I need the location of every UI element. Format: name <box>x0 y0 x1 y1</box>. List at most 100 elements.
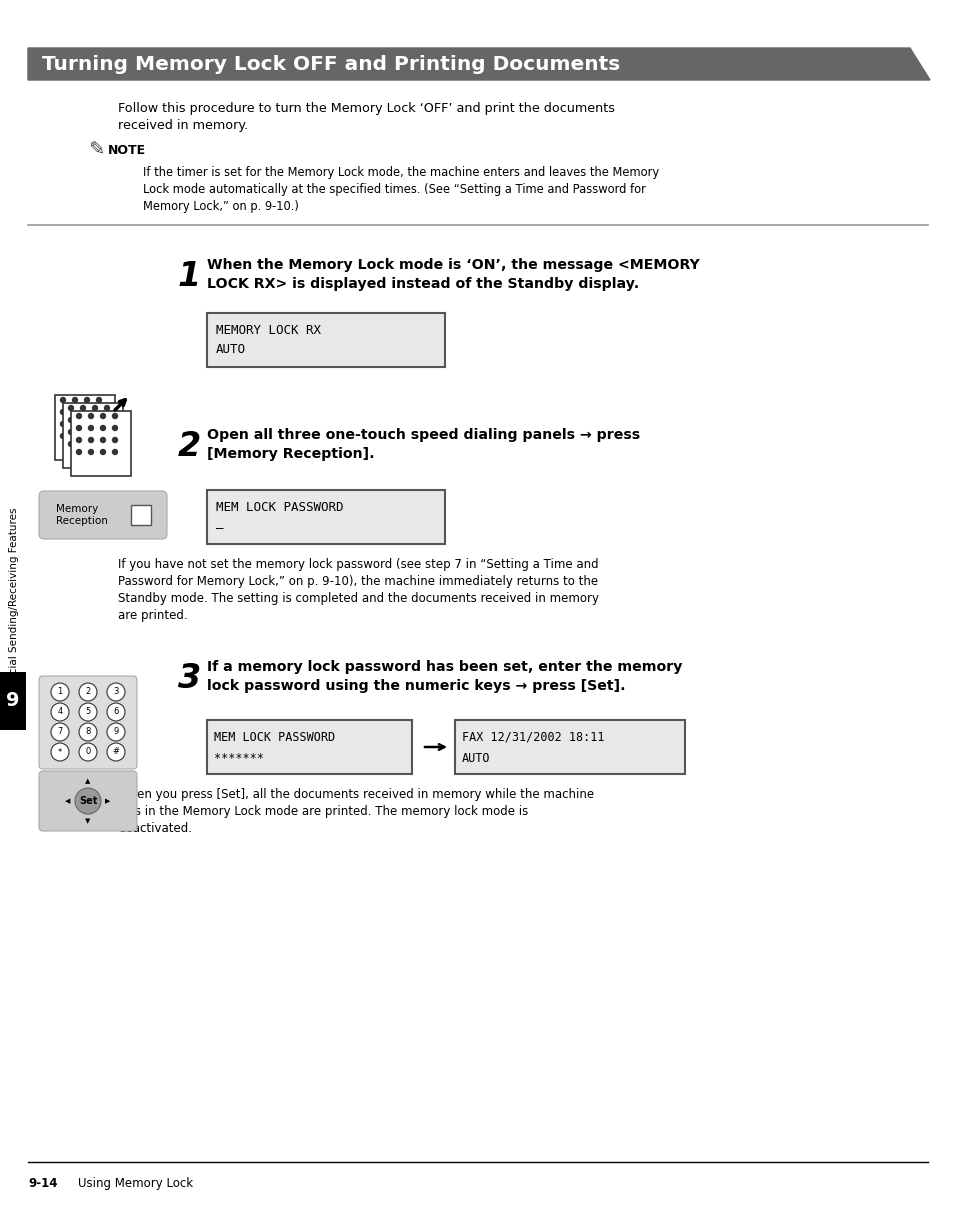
Circle shape <box>85 433 90 438</box>
Circle shape <box>112 413 117 418</box>
Text: MEMORY LOCK RX: MEMORY LOCK RX <box>215 324 320 337</box>
Circle shape <box>85 398 90 402</box>
FancyBboxPatch shape <box>71 411 131 476</box>
Text: NOTE: NOTE <box>108 144 146 157</box>
Text: Using Memory Lock: Using Memory Lock <box>78 1177 193 1190</box>
Text: AUTO: AUTO <box>215 344 246 356</box>
Text: MEM LOCK PASSWORD: MEM LOCK PASSWORD <box>215 501 343 514</box>
Circle shape <box>60 433 66 438</box>
FancyBboxPatch shape <box>455 720 684 774</box>
Text: 9-14: 9-14 <box>28 1177 57 1190</box>
Text: Turning Memory Lock OFF and Printing Documents: Turning Memory Lock OFF and Printing Doc… <box>42 54 619 74</box>
Circle shape <box>112 426 117 431</box>
Text: ▶: ▶ <box>105 798 111 804</box>
Circle shape <box>100 426 106 431</box>
Circle shape <box>96 433 101 438</box>
Text: Special Sending/Receiving Features: Special Sending/Receiving Features <box>9 507 19 693</box>
Text: 1: 1 <box>57 687 63 697</box>
FancyBboxPatch shape <box>55 395 115 460</box>
Text: MEM LOCK PASSWORD: MEM LOCK PASSWORD <box>213 731 335 744</box>
Polygon shape <box>28 48 929 80</box>
Text: 9: 9 <box>7 692 20 710</box>
Circle shape <box>100 413 106 418</box>
Text: 2: 2 <box>85 687 91 697</box>
Circle shape <box>89 426 93 431</box>
Circle shape <box>107 683 125 701</box>
FancyBboxPatch shape <box>131 506 151 525</box>
Text: 2: 2 <box>178 429 201 463</box>
Circle shape <box>69 442 73 447</box>
Text: 4: 4 <box>57 708 63 717</box>
FancyBboxPatch shape <box>207 720 412 774</box>
Bar <box>0 672 26 730</box>
Circle shape <box>75 788 101 814</box>
Circle shape <box>80 405 86 411</box>
Circle shape <box>51 723 69 741</box>
Circle shape <box>79 703 97 721</box>
Circle shape <box>76 413 81 418</box>
Circle shape <box>96 410 101 415</box>
Circle shape <box>76 426 81 431</box>
Circle shape <box>79 683 97 701</box>
Text: 5: 5 <box>85 708 91 717</box>
Circle shape <box>72 410 77 415</box>
Circle shape <box>96 398 101 402</box>
Circle shape <box>100 449 106 454</box>
Text: AUTO: AUTO <box>461 752 490 764</box>
Text: If a memory lock password has been set, enter the memory
lock password using the: If a memory lock password has been set, … <box>207 660 681 693</box>
Circle shape <box>92 417 97 422</box>
Text: 3: 3 <box>178 663 201 694</box>
Text: Open all three one-touch speed dialing panels → press
[Memory Reception].: Open all three one-touch speed dialing p… <box>207 428 639 461</box>
Circle shape <box>79 723 97 741</box>
Circle shape <box>51 744 69 761</box>
Text: 6: 6 <box>113 708 118 717</box>
Text: 7: 7 <box>57 728 63 736</box>
Text: 3: 3 <box>113 687 118 697</box>
Circle shape <box>112 449 117 454</box>
Circle shape <box>85 422 90 427</box>
Circle shape <box>72 422 77 427</box>
FancyBboxPatch shape <box>39 491 167 539</box>
Circle shape <box>92 429 97 434</box>
Circle shape <box>69 417 73 422</box>
Text: Memory
Reception: Memory Reception <box>56 504 108 526</box>
Circle shape <box>105 405 110 411</box>
FancyBboxPatch shape <box>207 313 444 367</box>
Circle shape <box>100 438 106 443</box>
FancyBboxPatch shape <box>63 402 123 467</box>
Circle shape <box>89 438 93 443</box>
Text: When you press [Set], all the documents received in memory while the machine
was: When you press [Set], all the documents … <box>118 788 594 836</box>
Circle shape <box>85 410 90 415</box>
Text: 0: 0 <box>85 747 91 757</box>
Text: –: – <box>215 521 223 535</box>
Text: If you have not set the memory lock password (see step 7 in “Setting a Time and
: If you have not set the memory lock pass… <box>118 558 598 622</box>
Circle shape <box>105 417 110 422</box>
Text: 9: 9 <box>113 728 118 736</box>
FancyBboxPatch shape <box>207 490 444 544</box>
Circle shape <box>107 723 125 741</box>
Circle shape <box>105 429 110 434</box>
Circle shape <box>80 442 86 447</box>
Circle shape <box>92 442 97 447</box>
Circle shape <box>89 449 93 454</box>
Text: 1: 1 <box>178 260 201 293</box>
Text: ◀: ◀ <box>65 798 71 804</box>
Circle shape <box>72 398 77 402</box>
Circle shape <box>76 438 81 443</box>
Text: ▲: ▲ <box>85 778 91 784</box>
Text: Follow this procedure to turn the Memory Lock ‘OFF’ and print the documents
rece: Follow this procedure to turn the Memory… <box>118 102 615 133</box>
Circle shape <box>72 433 77 438</box>
Circle shape <box>89 413 93 418</box>
Text: *: * <box>58 747 62 757</box>
Circle shape <box>92 405 97 411</box>
Circle shape <box>112 438 117 443</box>
FancyBboxPatch shape <box>39 676 137 769</box>
Text: FAX 12/31/2002 18:11: FAX 12/31/2002 18:11 <box>461 731 604 744</box>
Circle shape <box>107 703 125 721</box>
Text: If the timer is set for the Memory Lock mode, the machine enters and leaves the : If the timer is set for the Memory Lock … <box>143 166 659 213</box>
Text: ✎: ✎ <box>88 141 104 160</box>
Circle shape <box>60 410 66 415</box>
Circle shape <box>105 442 110 447</box>
Circle shape <box>107 744 125 761</box>
Circle shape <box>51 683 69 701</box>
